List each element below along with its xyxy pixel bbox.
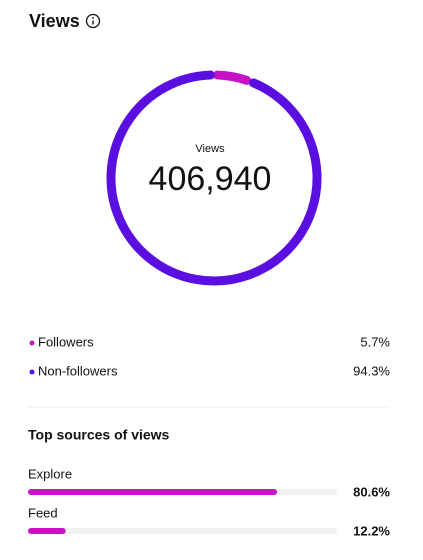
section-title: Top sources of views — [28, 427, 170, 443]
legend: Followers 5.7% Non-followers 94.3% — [29, 334, 390, 378]
sources-list: Explore 80.6% Feed 12.2% — [28, 466, 390, 538]
donut-total: 406,940 — [149, 160, 272, 198]
donut-label: Views — [195, 143, 225, 155]
donut-segment — [106, 70, 322, 286]
source-value: 80.6% — [353, 484, 390, 499]
legend-value: 94.3% — [353, 363, 390, 378]
bar — [28, 528, 66, 534]
info-icon[interactable] — [85, 13, 101, 29]
legend-value: 5.7% — [360, 334, 390, 349]
donut-chart — [106, 70, 322, 286]
legend-name: Followers — [38, 334, 94, 349]
source-name: Explore — [28, 466, 72, 481]
page-title: Views — [29, 11, 80, 31]
legend-dot — [29, 340, 35, 346]
donut-segment — [213, 70, 252, 85]
legend-name: Non-followers — [38, 363, 118, 378]
info-dot — [92, 17, 94, 19]
source-value: 12.2% — [353, 523, 390, 538]
bar-track — [28, 528, 337, 534]
bar — [28, 489, 278, 495]
legend-dot — [29, 369, 35, 375]
source-name: Feed — [28, 505, 58, 520]
info-circle — [85, 13, 101, 29]
